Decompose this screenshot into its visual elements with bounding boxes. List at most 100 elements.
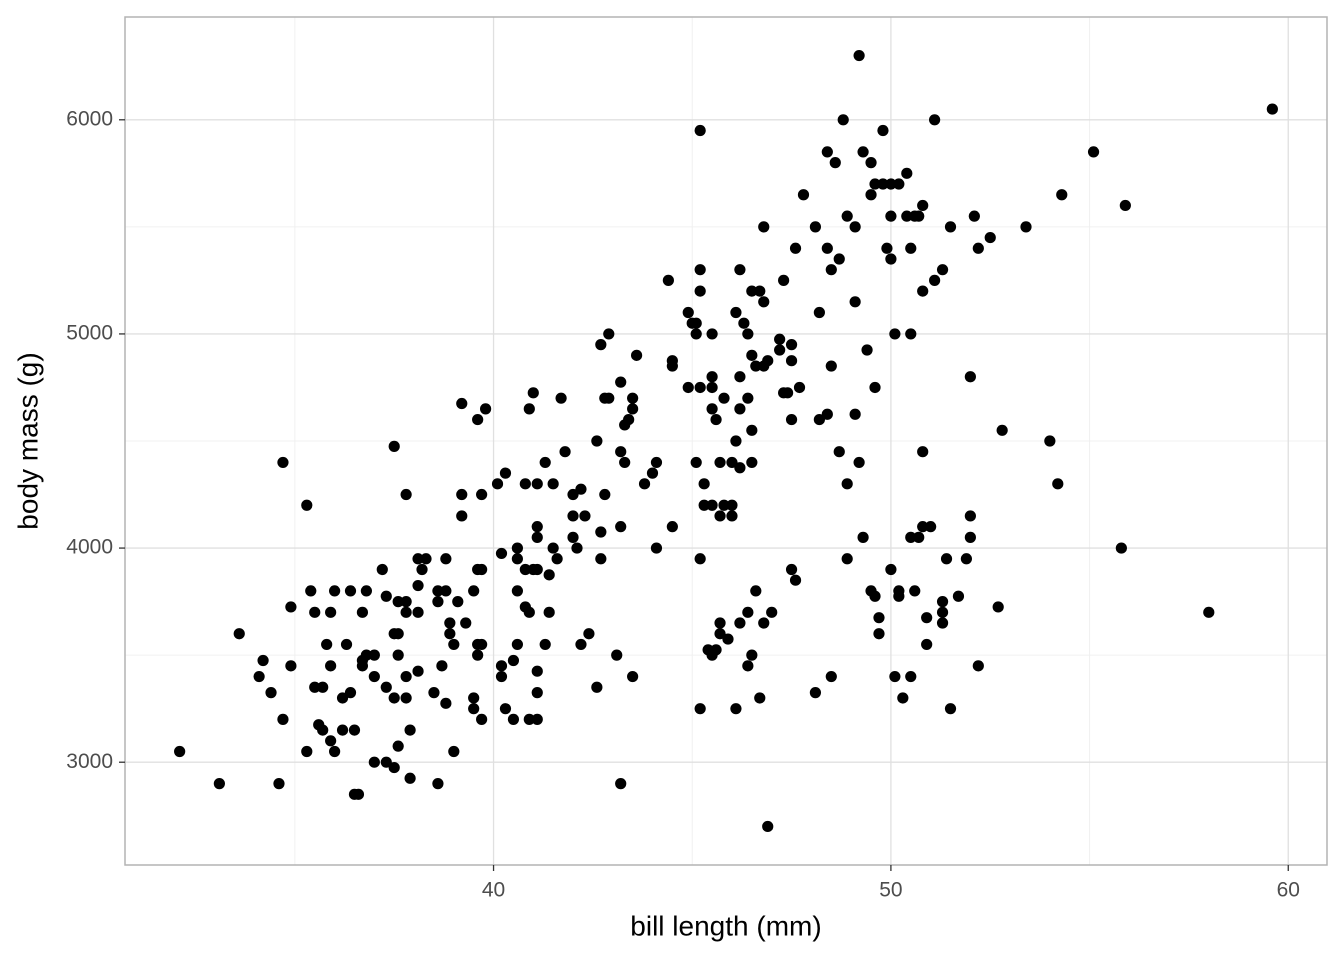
point [746,349,758,361]
point [921,612,933,624]
point [619,456,631,469]
point [849,408,861,420]
point [627,670,639,683]
point [412,579,424,592]
point [734,264,746,276]
point [519,563,531,576]
point [789,574,802,586]
point [440,585,452,597]
point [889,328,901,340]
point [599,488,611,501]
point [325,735,337,747]
point [305,585,317,597]
point [567,531,579,543]
point [325,606,337,618]
point [905,670,917,683]
point [301,745,313,758]
point [893,590,905,602]
point [929,274,941,286]
point [917,285,929,297]
point [344,687,357,699]
point [523,713,535,725]
point [444,628,456,640]
point [781,387,794,399]
point [996,424,1008,436]
x-tick-label: 50 [879,879,902,902]
point [722,633,734,645]
point [404,772,416,784]
point [706,381,718,394]
point [591,435,603,447]
point [432,596,444,608]
point [615,446,627,458]
point [829,157,841,169]
point [897,692,909,704]
point [301,499,313,511]
point [400,670,412,683]
point [646,467,659,479]
point [662,274,674,286]
point [762,355,774,367]
point [400,596,412,608]
point [468,703,480,715]
point [615,778,627,790]
point [960,553,973,565]
point [531,478,543,490]
point [495,547,508,560]
point [432,778,444,790]
point [706,328,718,340]
point [650,456,663,469]
point [511,585,523,597]
point [734,403,746,415]
point [456,488,468,501]
point [893,178,905,190]
point [591,681,603,693]
point [905,531,917,543]
point [873,628,885,640]
point [368,670,380,683]
point [531,687,543,699]
point [519,478,531,490]
point [885,253,897,265]
point [348,724,361,736]
point [885,563,897,576]
point [511,542,523,554]
point [460,617,472,629]
point [742,606,754,618]
point [468,585,480,597]
point [174,745,186,758]
point [964,371,976,383]
point [285,601,297,613]
point [388,761,400,774]
point [380,681,392,693]
point [734,462,746,474]
point [1052,478,1064,490]
point [682,381,694,394]
point [539,638,551,651]
x-tick-label: 40 [482,879,505,902]
point [615,376,627,388]
point [543,569,555,581]
point [734,617,746,629]
point [841,553,853,565]
point [257,654,269,667]
point [1203,606,1215,618]
point [694,553,706,565]
point [746,456,758,469]
point [575,483,587,495]
point [547,542,559,554]
point [627,392,639,404]
point [456,397,468,410]
point [571,542,583,554]
point [368,756,380,768]
point [929,114,941,126]
point [491,478,504,490]
point [809,221,822,233]
point [476,488,488,501]
point [694,264,706,276]
point [400,606,412,618]
point [233,628,245,640]
point [531,563,543,576]
point [758,617,770,629]
